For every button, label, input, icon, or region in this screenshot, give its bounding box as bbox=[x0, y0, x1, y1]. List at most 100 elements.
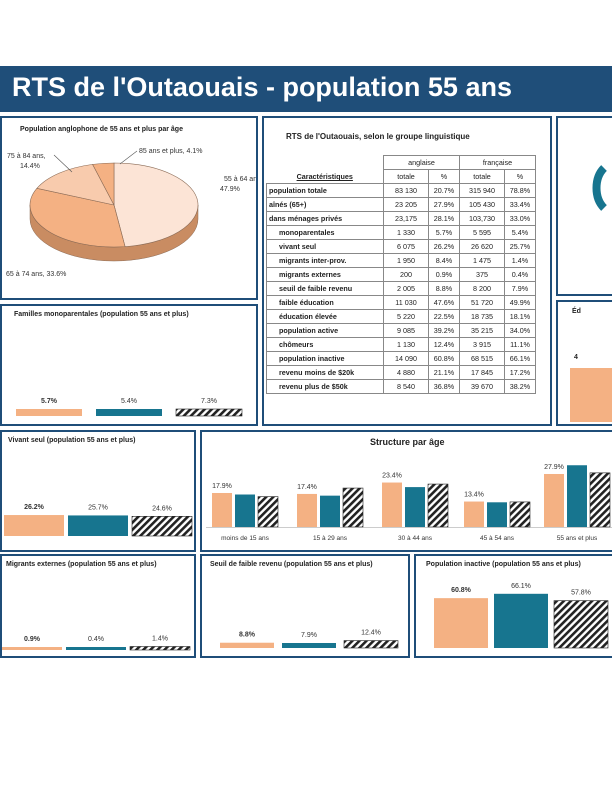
pie-label-65-74: 65 à 74 ans, 33.6% bbox=[6, 271, 66, 278]
structure-bar-0-1 bbox=[235, 494, 255, 527]
cell-francaise-total: 375 bbox=[459, 267, 505, 282]
vivant-bar-0 bbox=[4, 515, 64, 536]
row-label: monoparentales bbox=[266, 225, 384, 240]
title-banner: RTS de l'Outaouais - population 55 ans bbox=[0, 66, 612, 112]
pie-slice-0 bbox=[113, 162, 199, 247]
row-label: migrants inter-prov. bbox=[266, 253, 384, 268]
seuil-title: Seuil de faible revenu (population 55 an… bbox=[210, 561, 373, 568]
structure-bar-4-2 bbox=[589, 472, 611, 528]
cell-francaise-total: 18 735 bbox=[459, 309, 505, 324]
monoparentales-chart: 5.7% 5.4% 7.3% bbox=[16, 398, 243, 417]
structure-bar-3-2 bbox=[509, 501, 531, 528]
migrants-panel: Migrants externes (population 55 ans et … bbox=[0, 554, 196, 658]
cell-anglaise-pct: 8.4% bbox=[428, 253, 460, 268]
migrants-chart: 0.9% 0.4% 1.4% bbox=[2, 636, 191, 651]
structure-value-1: 17.4% bbox=[297, 484, 317, 491]
mono-bar-0 bbox=[16, 409, 82, 416]
row-label: seuil de faible revenu bbox=[266, 281, 384, 296]
subheader-3: % bbox=[504, 169, 536, 184]
group-header-anglaise: anglaise bbox=[383, 155, 460, 170]
table-row: migrants inter-prov. 1 950 8.4% 1 475 1.4% bbox=[266, 253, 536, 268]
vivant-seul-panel: Vivant seul (population 55 ans et plus) … bbox=[0, 430, 196, 552]
pie-label-55-64-b: 47.9% bbox=[220, 186, 240, 193]
cell-francaise-pct: 78.8% bbox=[504, 183, 536, 198]
cell-francaise-total: 51 720 bbox=[459, 295, 505, 310]
inactive-title: Population inactive (population 55 ans e… bbox=[426, 561, 581, 568]
subheader-2: totale bbox=[459, 169, 505, 184]
seuil-value-2: 12.4% bbox=[361, 630, 381, 637]
cell-francaise-pct: 66.1% bbox=[504, 351, 536, 366]
subheader-0: totale bbox=[383, 169, 429, 184]
page-title: RTS de l'Outaouais - population 55 ans bbox=[12, 72, 512, 102]
cell-francaise-total: 68 515 bbox=[459, 351, 505, 366]
cell-anglaise-total: 8 540 bbox=[383, 379, 429, 394]
cell-anglaise-total: 14 090 bbox=[383, 351, 429, 366]
table-row: population active 9 085 39.2% 35 215 34.0% bbox=[266, 323, 536, 338]
partial-label: 4 bbox=[574, 354, 578, 361]
cell-anglaise-pct: 28.1% bbox=[428, 211, 460, 226]
table-row: migrants externes 200 0.9% 375 0.4% bbox=[266, 267, 536, 282]
row-label: population active bbox=[266, 323, 384, 338]
migrants-title: Migrants externes (population 55 ans et … bbox=[6, 561, 157, 568]
cell-francaise-pct: 38.2% bbox=[504, 379, 536, 394]
pie-label-85plus: 85 ans et plus, 4.1% bbox=[139, 148, 202, 155]
row-label: vivant seul bbox=[266, 239, 384, 254]
row-label: dans ménages privés bbox=[266, 211, 384, 226]
mono-bar-1 bbox=[96, 409, 162, 416]
mono-value-1: 5.4% bbox=[121, 398, 137, 405]
inactive-panel: Population inactive (population 55 ans e… bbox=[414, 554, 612, 658]
structure-value-0: 17.9% bbox=[212, 483, 232, 490]
cell-francaise-total: 17 845 bbox=[459, 365, 505, 380]
pie-chart: 55 à 64 ans 47.9% 65 à 74 ans, 33.6% 75 à 8… bbox=[6, 148, 256, 278]
row-label: population totale bbox=[266, 183, 384, 198]
structure-bar-4-1 bbox=[567, 465, 587, 527]
pie-label-75-84-b: 14.4% bbox=[20, 163, 40, 170]
structure-category-1: 15 à 29 ans bbox=[313, 535, 348, 542]
cell-francaise-pct: 7.9% bbox=[504, 281, 536, 296]
inact-value-1: 66.1% bbox=[511, 583, 531, 590]
table-row: dans ménages privés 23,175 28.1% 103,730 33.… bbox=[266, 211, 536, 226]
cell-anglaise-total: 2 005 bbox=[383, 281, 429, 296]
cell-anglaise-total: 23,175 bbox=[383, 211, 429, 226]
structure-value-4: 27.9% bbox=[544, 464, 564, 471]
row-label: migrants externes bbox=[266, 267, 384, 282]
migr-value-2: 1.4% bbox=[152, 636, 168, 643]
right-partial-panel-top bbox=[556, 116, 612, 296]
cell-anglaise-pct: 8.8% bbox=[428, 281, 460, 296]
cell-francaise-total: 315 940 bbox=[459, 183, 505, 198]
cell-anglaise-total: 200 bbox=[383, 267, 429, 282]
seuil-bar-1 bbox=[282, 643, 336, 648]
cell-francaise-pct: 17.2% bbox=[504, 365, 536, 380]
migr-bar-1 bbox=[66, 647, 126, 650]
vivant-bar-2 bbox=[131, 516, 193, 537]
cell-anglaise-pct: 5.7% bbox=[428, 225, 460, 240]
migr-bar-2 bbox=[129, 646, 191, 651]
pie-title: Population anglophone de 55 ans et plus … bbox=[20, 126, 183, 133]
row-label: revenu moins de $20k bbox=[266, 365, 384, 380]
structure-value-3: 13.4% bbox=[464, 492, 484, 499]
structure-bar-1-1 bbox=[320, 495, 340, 527]
table-row: population totale 83 130 20.7% 315 940 78.8% bbox=[266, 183, 536, 198]
cell-anglaise-total: 1 330 bbox=[383, 225, 429, 240]
partial-chart-shape bbox=[592, 165, 608, 211]
structure-bar-2-1 bbox=[405, 487, 425, 527]
monoparentales-panel: Familles monoparentales (population 55 a… bbox=[0, 304, 258, 426]
vivant-bar-1 bbox=[68, 515, 128, 536]
row-label: faible éducation bbox=[266, 295, 384, 310]
cell-francaise-pct: 18.1% bbox=[504, 309, 536, 324]
cell-anglaise-total: 4 880 bbox=[383, 365, 429, 380]
cell-anglaise-pct: 26.2% bbox=[428, 239, 460, 254]
inact-bar-2 bbox=[553, 600, 609, 649]
structure-category-2: 30 à 44 ans bbox=[398, 535, 433, 542]
structure-chart: 17.9% moins de 15 ans 17.4% 15 à 29 ans 23.4… bbox=[206, 464, 612, 542]
cell-anglaise-pct: 12.4% bbox=[428, 337, 460, 352]
cell-francaise-pct: 5.4% bbox=[504, 225, 536, 240]
cell-anglaise-total: 5 220 bbox=[383, 309, 429, 324]
cell-francaise-pct: 33.0% bbox=[504, 211, 536, 226]
row-label: aînés (65+) bbox=[266, 197, 384, 212]
row-label: éducation élevée bbox=[266, 309, 384, 324]
table-row: revenu plus de $50k 8 540 36.8% 39 670 38.2% bbox=[266, 379, 536, 394]
migr-value-0: 0.9% bbox=[24, 636, 41, 643]
structure-bar-2-2 bbox=[427, 483, 449, 528]
cell-anglaise-pct: 60.8% bbox=[428, 351, 460, 366]
